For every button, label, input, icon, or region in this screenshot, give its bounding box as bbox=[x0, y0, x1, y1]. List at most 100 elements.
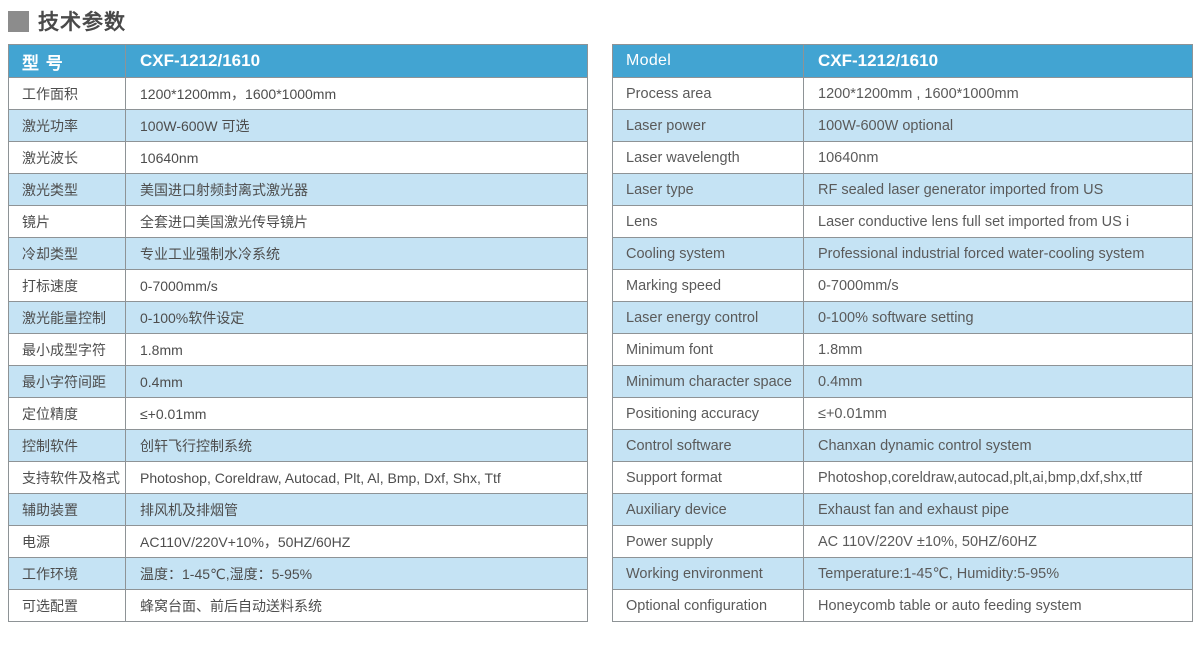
table-row: 定位精度 ≤+0.01mm bbox=[8, 397, 588, 430]
spec-value: ≤+0.01mm bbox=[125, 397, 588, 430]
spec-value: AC 110V/220V ±10%, 50HZ/60HZ bbox=[803, 525, 1193, 558]
spec-value: 0-7000mm/s bbox=[125, 269, 588, 302]
spec-value: 0.4mm bbox=[803, 365, 1193, 398]
spec-label: Auxiliary device bbox=[612, 493, 804, 526]
spec-value: 专业工业强制水冷系统 bbox=[125, 237, 588, 270]
table-row: Cooling system Professional industrial fo… bbox=[612, 237, 1193, 270]
spec-value: Photoshop,coreldraw,autocad,plt,ai,bmp,d… bbox=[803, 461, 1193, 494]
section-title-row: 技术参数 bbox=[8, 8, 1193, 34]
table-row: 最小成型字符 1.8mm bbox=[8, 333, 588, 366]
spec-label: Process area bbox=[612, 77, 804, 110]
spec-label: 激光功率 bbox=[8, 109, 126, 142]
spec-label: 辅助装置 bbox=[8, 493, 126, 526]
spec-label: 支持软件及格式 bbox=[8, 461, 126, 494]
spec-label: Minimum character space bbox=[612, 365, 804, 398]
table-row: Power supply AC 110V/220V ±10%, 50HZ/60HZ bbox=[612, 525, 1193, 558]
spec-label: Laser wavelength bbox=[612, 141, 804, 174]
table-row: Laser type RF sealed laser generator impo… bbox=[612, 173, 1193, 206]
table-row: 激光类型 美国进口射频封离式激光器 bbox=[8, 173, 588, 206]
spec-label: Laser power bbox=[612, 109, 804, 142]
model-header-value: CXF-1212/1610 bbox=[125, 44, 588, 78]
table-row: 工作面积 1200*1200mm，1600*1000mm bbox=[8, 77, 588, 110]
table-row: 镜片 全套进口美国激光传导镜片 bbox=[8, 205, 588, 238]
tables-container: 型 号 CXF-1212/1610 工作面积 1200*1200mm，1600*1… bbox=[8, 44, 1193, 622]
model-header-value: CXF-1212/1610 bbox=[803, 44, 1193, 78]
table-row: 激光能量控制 0-100%软件设定 bbox=[8, 301, 588, 334]
spec-value: 10640nm bbox=[803, 141, 1193, 174]
spec-value: ≤+0.01mm bbox=[803, 397, 1193, 430]
spec-label: Control software bbox=[612, 429, 804, 462]
spec-value: 0.4mm bbox=[125, 365, 588, 398]
table-row: Process area 1200*1200mm , 1600*1000mm bbox=[612, 77, 1193, 110]
table-row: 冷却类型 专业工业强制水冷系统 bbox=[8, 237, 588, 270]
table-row: Marking speed 0-7000mm/s bbox=[612, 269, 1193, 302]
spec-label: 最小字符间距 bbox=[8, 365, 126, 398]
title-square-icon bbox=[8, 10, 29, 32]
spec-label: 工作环境 bbox=[8, 557, 126, 590]
spec-label: 电源 bbox=[8, 525, 126, 558]
spec-value: 0-7000mm/s bbox=[803, 269, 1193, 302]
spec-value: AC110V/220V+10%，50HZ/60HZ bbox=[125, 525, 588, 558]
table-row: 工作环境 温度：1-45℃,湿度：5-95% bbox=[8, 557, 588, 590]
table-row: Lens Laser conductive lens full set impor… bbox=[612, 205, 1193, 238]
table-row: Working environment Temperature:1-45℃, Hu… bbox=[612, 557, 1193, 590]
spec-sheet-page: 技术参数 型 号 CXF-1212/1610 工作面积 1200*1200mm，1… bbox=[8, 8, 1193, 622]
table-row: 可选配置 蜂窝台面、前后自动送料系统 bbox=[8, 589, 588, 622]
table-row: Control software Chanxan dynamic control … bbox=[612, 429, 1193, 462]
spec-label: 定位精度 bbox=[8, 397, 126, 430]
spec-value: Chanxan dynamic control system bbox=[803, 429, 1193, 462]
spec-label: 工作面积 bbox=[8, 77, 126, 110]
table-row: Minimum font 1.8mm bbox=[612, 333, 1193, 366]
table-row: 激光波长 10640nm bbox=[8, 141, 588, 174]
spec-label: 控制软件 bbox=[8, 429, 126, 462]
spec-label: 打标速度 bbox=[8, 269, 126, 302]
spec-value: 100W-600W optional bbox=[803, 109, 1193, 142]
spec-label: 激光波长 bbox=[8, 141, 126, 174]
spec-value: 1.8mm bbox=[125, 333, 588, 366]
spec-label: 冷却类型 bbox=[8, 237, 126, 270]
spec-value: 1200*1200mm，1600*1000mm bbox=[125, 77, 588, 110]
spec-value: 排风机及排烟管 bbox=[125, 493, 588, 526]
spec-value: 0-100%软件设定 bbox=[125, 301, 588, 334]
spec-label: Marking speed bbox=[612, 269, 804, 302]
spec-value: 10640nm bbox=[125, 141, 588, 174]
spec-value: Photoshop, Coreldraw, Autocad, Plt, Al, … bbox=[125, 461, 588, 494]
spec-value: 1200*1200mm , 1600*1000mm bbox=[803, 77, 1193, 110]
spec-value: Laser conductive lens full set imported … bbox=[803, 205, 1193, 238]
table-row: 辅助装置 排风机及排烟管 bbox=[8, 493, 588, 526]
spec-value: Temperature:1-45℃, Humidity:5-95% bbox=[803, 557, 1193, 590]
spec-value: Professional industrial forced water-coo… bbox=[803, 237, 1193, 270]
table-row: 控制软件 创轩飞行控制系统 bbox=[8, 429, 588, 462]
table-row: 电源 AC110V/220V+10%，50HZ/60HZ bbox=[8, 525, 588, 558]
spec-label: Laser energy control bbox=[612, 301, 804, 334]
spec-label: Optional configuration bbox=[612, 589, 804, 622]
table-row: Laser wavelength 10640nm bbox=[612, 141, 1193, 174]
spec-table-english: Model CXF-1212/1610 Process area 1200*120… bbox=[612, 44, 1193, 622]
model-header-label: Model bbox=[612, 44, 804, 78]
spec-value: 100W-600W 可选 bbox=[125, 109, 588, 142]
spec-table-chinese: 型 号 CXF-1212/1610 工作面积 1200*1200mm，1600*1… bbox=[8, 44, 588, 622]
spec-value: 美国进口射频封离式激光器 bbox=[125, 173, 588, 206]
table-row: Laser power 100W-600W optional bbox=[612, 109, 1193, 142]
table-row: Support format Photoshop,coreldraw,autoca… bbox=[612, 461, 1193, 494]
table-row: Positioning accuracy ≤+0.01mm bbox=[612, 397, 1193, 430]
table-row: 打标速度 0-7000mm/s bbox=[8, 269, 588, 302]
table-row: Laser energy control 0-100% software sett… bbox=[612, 301, 1193, 334]
spec-label: Positioning accuracy bbox=[612, 397, 804, 430]
spec-label: 可选配置 bbox=[8, 589, 126, 622]
table-row: Minimum character space 0.4mm bbox=[612, 365, 1193, 398]
table-row: Auxiliary device Exhaust fan and exhaust … bbox=[612, 493, 1193, 526]
spec-label: Lens bbox=[612, 205, 804, 238]
spec-label: Power supply bbox=[612, 525, 804, 558]
spec-label: Laser type bbox=[612, 173, 804, 206]
page-title: 技术参数 bbox=[38, 11, 126, 34]
spec-label: Cooling system bbox=[612, 237, 804, 270]
model-header-label: 型 号 bbox=[8, 44, 126, 78]
spec-label: Support format bbox=[612, 461, 804, 494]
table-header-row: Model CXF-1212/1610 bbox=[612, 44, 1193, 78]
spec-value: RF sealed laser generator imported from … bbox=[803, 173, 1193, 206]
spec-label: Working environment bbox=[612, 557, 804, 590]
spec-label: Minimum font bbox=[612, 333, 804, 366]
table-header-row: 型 号 CXF-1212/1610 bbox=[8, 44, 588, 78]
table-row: Optional configuration Honeycomb table or… bbox=[612, 589, 1193, 622]
